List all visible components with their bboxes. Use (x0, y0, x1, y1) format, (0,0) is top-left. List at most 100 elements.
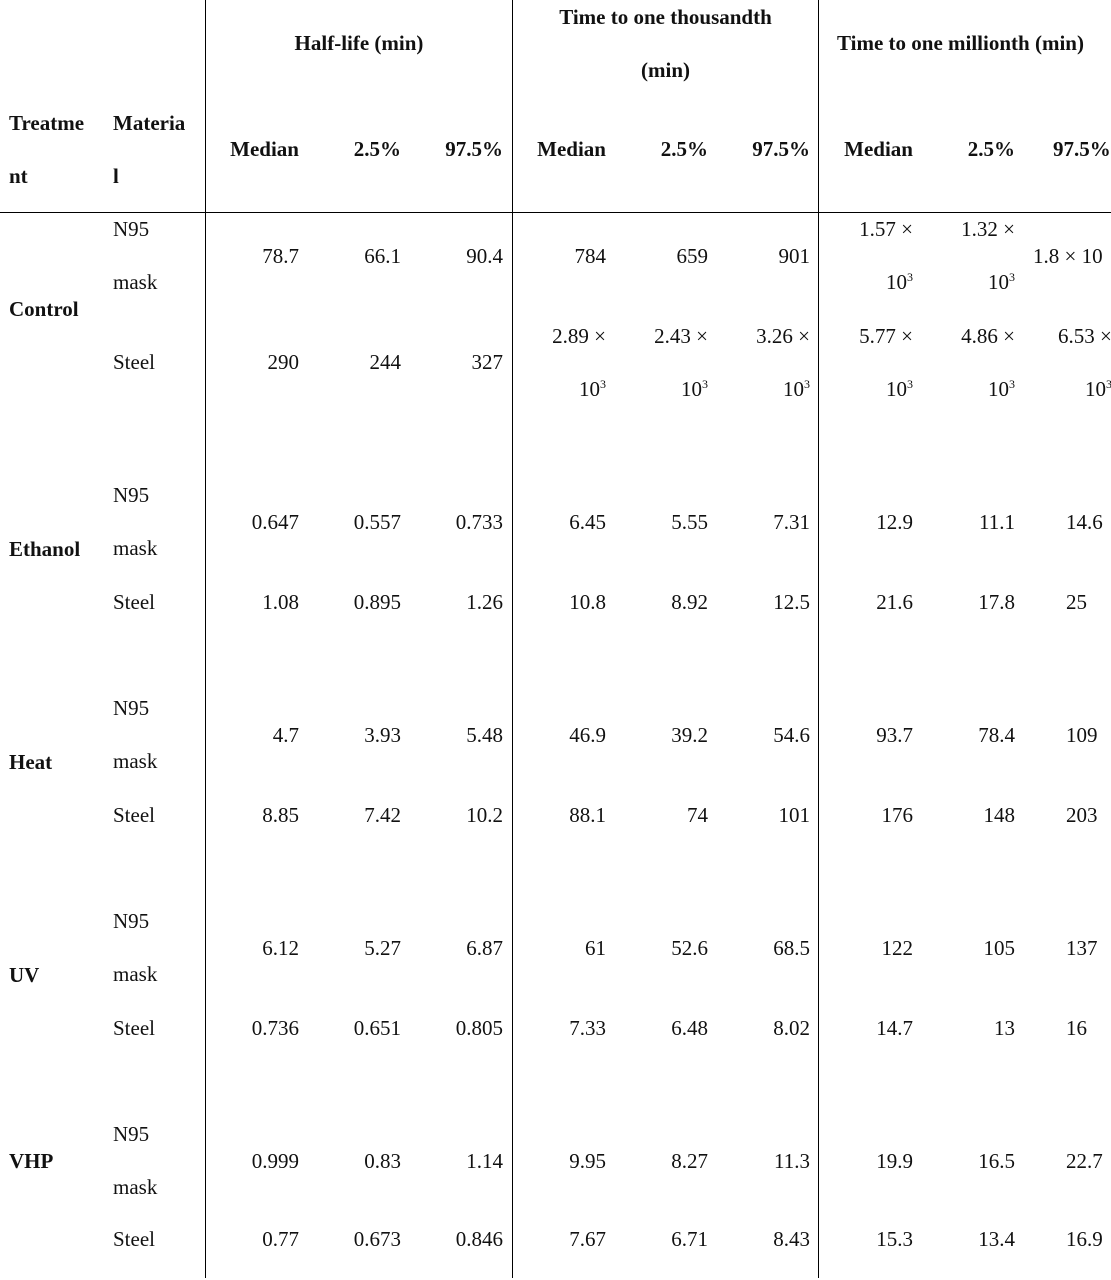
value-cell: 7.67 (569, 1227, 606, 1251)
value-cell: 6.45 (569, 510, 606, 534)
value-cell: 7.33 (569, 1016, 606, 1040)
value-cell: 74 (687, 803, 708, 827)
hl-median-header: Median (230, 137, 299, 161)
material-label: mask (113, 536, 158, 560)
material-label: Steel (113, 1227, 155, 1251)
mi-median-header: Median (844, 137, 913, 161)
treatment-header: Treatme (9, 111, 85, 135)
column-divider (205, 0, 206, 1278)
value-cell: 6.87 (466, 936, 503, 960)
value-cell: 61 (585, 936, 606, 960)
material-label: N95 (113, 217, 150, 241)
value-cell: 659 (676, 244, 709, 268)
value-cell: 103 (1085, 377, 1111, 401)
value-cell: 5.77 × (859, 324, 913, 348)
value-cell: 103 (681, 377, 708, 401)
value-cell: 2.89 × (552, 324, 606, 348)
value-cell: 39.2 (671, 723, 708, 747)
value-cell: 244 (369, 350, 402, 374)
value-cell: 5.27 (364, 936, 401, 960)
th-high-header: 97.5% (752, 137, 810, 161)
value-cell: 8.85 (262, 803, 299, 827)
value-cell: 101 (778, 803, 811, 827)
value-cell: 0.736 (251, 1016, 299, 1040)
value-cell: 8.02 (773, 1016, 810, 1040)
value-cell: 203 (1066, 803, 1098, 827)
value-cell: 0.733 (455, 510, 503, 534)
value-cell: 103 (988, 377, 1015, 401)
value-cell: 11.1 (979, 510, 1015, 534)
value-cell: 2.43 × (654, 324, 708, 348)
treatment-label: VHP (9, 1149, 54, 1173)
thousandth-header: Time to one thousandth (559, 5, 772, 29)
half-life-header: Half-life (min) (294, 31, 424, 55)
value-cell: 103 (886, 270, 913, 294)
value-cell: 13.4 (978, 1227, 1015, 1251)
value-cell: 68.5 (773, 936, 810, 960)
value-cell: 0.673 (353, 1227, 401, 1251)
value-cell: 327 (471, 350, 504, 374)
value-cell: 0.895 (353, 590, 401, 614)
millionth-header: Time to one millionth (min) (837, 31, 1084, 55)
value-cell: 7.31 (773, 510, 810, 534)
value-cell: 93.7 (876, 723, 913, 747)
mi-low-header: 2.5% (967, 137, 1015, 161)
value-cell: 784 (574, 244, 607, 268)
value-cell: 109 (1066, 723, 1098, 747)
value-cell: 0.999 (251, 1149, 299, 1173)
value-cell: 137 (1066, 936, 1098, 960)
value-cell: 66.1 (364, 244, 401, 268)
value-cell: 105 (983, 936, 1016, 960)
header-rule (0, 212, 1111, 213)
hl-low-header: 2.5% (353, 137, 401, 161)
value-cell: 1.57 × (859, 217, 913, 241)
value-cell: 0.651 (353, 1016, 401, 1040)
value-cell: 1.26 (466, 590, 503, 614)
value-cell: 10.2 (466, 803, 503, 827)
treatment-label: Ethanol (9, 537, 81, 561)
value-cell: 8.92 (671, 590, 708, 614)
value-cell: 0.846 (455, 1227, 503, 1251)
value-cell: 290 (267, 350, 300, 374)
value-cell: 16 (1066, 1016, 1087, 1040)
value-cell: 8.43 (773, 1227, 810, 1251)
value-cell: 7.42 (364, 803, 401, 827)
value-cell: 9.95 (569, 1149, 606, 1173)
value-cell: 6.48 (671, 1016, 708, 1040)
value-cell: 54.6 (773, 723, 810, 747)
value-cell: 0.805 (455, 1016, 503, 1040)
value-cell: 52.6 (671, 936, 708, 960)
value-cell: 12.5 (773, 590, 810, 614)
material-label: N95 (113, 909, 150, 933)
value-cell: 19.9 (876, 1149, 913, 1173)
value-cell: 103 (988, 270, 1015, 294)
material-header: Materia (113, 111, 186, 135)
value-cell: 3.93 (364, 723, 401, 747)
value-cell: 78.7 (262, 244, 299, 268)
material-label: mask (113, 962, 158, 986)
value-cell: 0.647 (251, 510, 299, 534)
material-label: N95 (113, 1122, 150, 1146)
value-cell: 1.08 (262, 590, 299, 614)
value-cell: 103 (783, 377, 810, 401)
value-cell: 46.9 (569, 723, 606, 747)
value-cell: 148 (983, 803, 1016, 827)
value-cell: 122 (881, 936, 914, 960)
material-label: Steel (113, 350, 155, 374)
mi-high-header: 97.5% (1053, 137, 1111, 161)
treatment-label: Control (9, 297, 79, 321)
thousandth-header: (min) (641, 58, 690, 82)
material-label: mask (113, 1175, 158, 1199)
treatment-header: nt (9, 164, 28, 188)
value-cell: 10.8 (569, 590, 606, 614)
value-cell: 0.77 (262, 1227, 299, 1251)
value-cell: 15.3 (876, 1227, 913, 1251)
value-cell: 103 (886, 377, 913, 401)
value-cell: 4.7 (272, 723, 299, 747)
value-cell: 88.1 (569, 803, 606, 827)
value-cell: 78.4 (978, 723, 1015, 747)
column-divider (512, 0, 513, 1278)
value-cell: 12.9 (876, 510, 913, 534)
value-cell: 0.83 (364, 1149, 401, 1173)
value-cell: 1.8 × 10 (1033, 244, 1103, 268)
